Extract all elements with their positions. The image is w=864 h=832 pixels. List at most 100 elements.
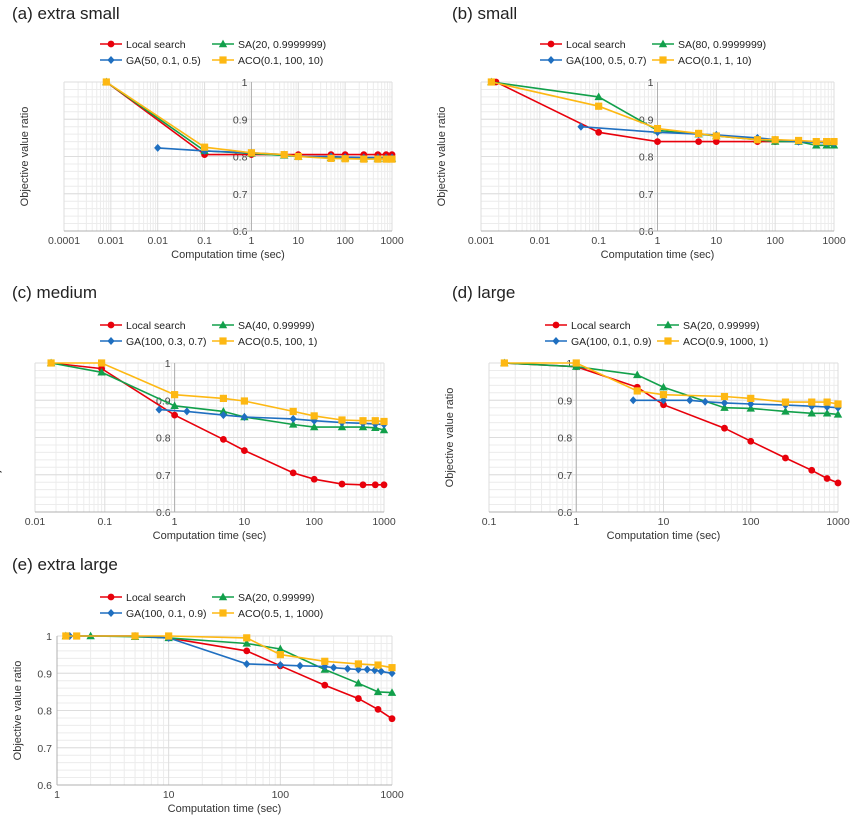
x-axis-label: Computation time (sec) — [153, 530, 267, 542]
legend-item-sa: SA(80, 0.9999999) — [652, 39, 766, 51]
y-tick-label: 0.7 — [37, 743, 52, 755]
y-axis-label: Objective value ratio — [444, 388, 456, 488]
legend-item-ga: GA(100, 0.1, 0.9) — [545, 336, 652, 348]
data-point-aco — [753, 136, 762, 144]
data-point-aco — [747, 394, 755, 402]
data-point-local — [243, 647, 251, 655]
data-point-ga — [289, 414, 297, 423]
legend-label-sa: SA(80, 0.9999999) — [678, 39, 766, 51]
data-point-sa — [594, 92, 603, 101]
y-tick-label: 1 — [165, 358, 171, 370]
legend-item-local: Local search — [100, 39, 186, 51]
series-line-sa — [504, 362, 839, 416]
legend-marker-ga — [552, 337, 560, 345]
legend-label-sa: SA(40, 0.99999) — [238, 320, 314, 332]
x-tick-label: 1000 — [380, 235, 404, 247]
data-point-aco — [289, 407, 297, 416]
x-tick-label: 100 — [742, 516, 760, 528]
y-tick-label: 0.6 — [37, 780, 52, 792]
data-point-sa — [720, 403, 729, 411]
x-axis-label: Computation time (sec) — [168, 803, 282, 815]
y-tick-label: 0.6 — [558, 507, 573, 519]
x-tick-label: 0.1 — [482, 516, 497, 528]
series-line-ga — [633, 399, 839, 409]
chart-e: 1 10 100 1000 0.6 0.7 0.8 0.9 1 Computation time … — [12, 592, 404, 815]
legend-item-local: Local search — [540, 39, 626, 51]
x-tick-label: 0.001 — [468, 235, 494, 247]
legend-marker-aco — [219, 337, 227, 345]
y-axis-label: Objective value ratio — [12, 661, 24, 761]
y-tick-label: 0.8 — [37, 706, 52, 718]
data-point-aco — [219, 394, 227, 402]
data-point-aco — [338, 416, 346, 424]
data-point-local — [823, 475, 831, 482]
y-tick-label: 0.6 — [639, 226, 654, 238]
data-point-aco — [500, 359, 508, 367]
x-axis-label: Computation time (sec) — [601, 249, 715, 261]
data-point-local — [782, 454, 789, 462]
data-point-sa — [97, 367, 106, 376]
data-point-local — [310, 475, 318, 483]
series-line-aco — [65, 635, 393, 669]
legend-marker-sa — [218, 39, 228, 48]
legend-label-aco: ACO(0.5, 100, 1) — [238, 336, 317, 348]
data-point-local — [834, 479, 842, 487]
data-point-ga — [183, 407, 191, 416]
data-point-aco — [388, 155, 396, 163]
panel-title-d: (d) large — [452, 283, 516, 302]
data-point-aco — [294, 152, 302, 161]
legend-marker-local — [107, 593, 115, 601]
data-point-ga — [720, 398, 729, 407]
series-line-ga — [159, 408, 385, 426]
legend-item-ga: GA(100, 0.5, 0.7) — [540, 55, 647, 67]
x-tick-label: 100 — [336, 235, 354, 247]
data-point-sa — [354, 678, 363, 687]
data-point-ga — [296, 661, 304, 670]
series-line-ga — [580, 125, 835, 144]
legend-label-aco: ACO(0.5, 1, 1000) — [238, 608, 323, 620]
data-point-ga — [330, 663, 338, 672]
legend-label-local: Local search — [126, 320, 186, 332]
x-tick-label: 1 — [172, 516, 178, 528]
x-tick-label: 10 — [710, 235, 722, 247]
y-axis-label: Objective value ratio — [19, 107, 31, 207]
data-point-aco — [388, 664, 396, 672]
chart-d: 0.1 1 10 100 1000 0.6 0.7 0.8 0.9 1 Computation ti… — [444, 320, 850, 542]
series-ga — [155, 405, 388, 429]
data-point-aco — [595, 102, 603, 110]
series-aco — [500, 359, 842, 408]
data-point-sa — [387, 688, 397, 696]
data-point-ga — [363, 665, 371, 674]
legend-marker-sa — [663, 320, 673, 329]
panel-title-e: (e) extra large — [12, 555, 118, 574]
y-tick-label: 0.7 — [639, 189, 654, 201]
data-point-sa — [379, 425, 389, 434]
data-point-aco — [781, 398, 790, 406]
data-point-aco — [794, 136, 803, 145]
data-point-local — [712, 138, 720, 146]
data-point-ga — [577, 122, 585, 131]
legend-item-sa: SA(40, 0.99999) — [212, 320, 314, 332]
legend-label-aco: ACO(0.1, 1, 10) — [678, 55, 752, 67]
data-point-aco — [374, 661, 382, 669]
data-point-sa — [373, 687, 383, 696]
data-point-aco — [830, 138, 838, 146]
data-point-aco — [240, 397, 248, 405]
y-tick-label: 0.9 — [37, 668, 52, 680]
data-point-sa — [833, 410, 843, 418]
legend-item-sa: SA(20, 0.99999) — [657, 320, 759, 332]
legend-item-aco: ACO(0.9, 1000, 1) — [657, 336, 768, 348]
y-tick-label: 0.8 — [558, 433, 573, 445]
y-tick-label: 1 — [566, 358, 572, 370]
data-point-local — [359, 481, 367, 489]
data-point-local — [354, 695, 362, 702]
data-point-aco — [243, 634, 251, 642]
x-tick-label: 100 — [305, 516, 323, 528]
data-point-aco — [276, 651, 284, 659]
legend-item-aco: ACO(0.5, 1, 1000) — [212, 608, 323, 620]
data-point-aco — [834, 400, 842, 408]
data-point-local — [808, 466, 816, 474]
data-point-sa — [822, 408, 832, 417]
data-point-ga — [629, 396, 637, 405]
